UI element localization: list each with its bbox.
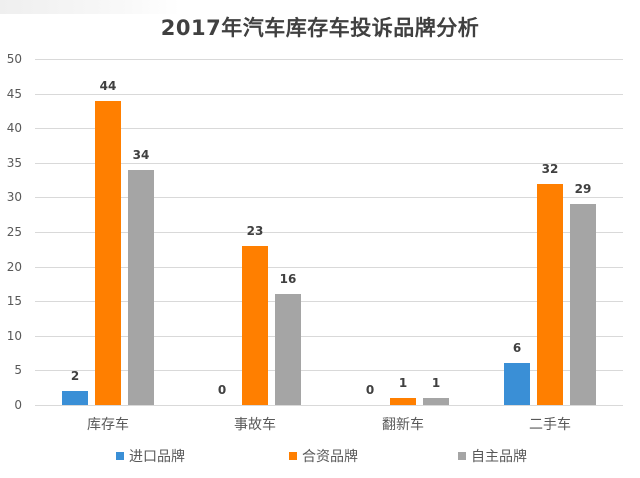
- legend-item: 自主品牌: [458, 446, 527, 466]
- category-label: 翻新车: [382, 417, 424, 433]
- gridline: [35, 163, 623, 164]
- gridline: [35, 336, 623, 337]
- bar-value-label: 29: [574, 182, 592, 196]
- y-tick-label: 45: [6, 87, 22, 101]
- y-tick-label: 30: [6, 190, 22, 204]
- y-tick-label: 35: [6, 156, 22, 170]
- bar-value-label: 23: [246, 224, 264, 238]
- y-tick-label: 50: [6, 52, 22, 66]
- bar: [95, 101, 121, 405]
- bar: [537, 184, 563, 405]
- legend-item: 进口品牌: [116, 446, 185, 466]
- bar-value-label: 1: [398, 376, 408, 390]
- bar-value-label: 32: [541, 162, 559, 176]
- category-label: 事故车: [234, 417, 276, 433]
- gridline: [35, 59, 623, 60]
- bar: [242, 246, 268, 405]
- bar: [128, 170, 154, 405]
- gridline: [35, 197, 623, 198]
- gridline: [35, 128, 623, 129]
- legend-item: 合资品牌: [289, 446, 358, 466]
- bar: [390, 398, 416, 405]
- gridline: [35, 405, 623, 406]
- legend-label: 进口品牌: [129, 449, 185, 465]
- bar: [62, 391, 88, 405]
- bar: [570, 204, 596, 405]
- category-label: 库存车: [87, 417, 129, 433]
- y-tick-label: 0: [14, 398, 22, 412]
- gridline: [35, 301, 623, 302]
- legend-label: 合资品牌: [302, 449, 358, 465]
- gridline: [35, 370, 623, 371]
- y-tick-label: 5: [14, 363, 22, 377]
- y-tick-label: 15: [6, 294, 22, 308]
- bar-value-label: 1: [431, 376, 441, 390]
- legend-swatch-icon: [289, 452, 297, 460]
- legend-label: 自主品牌: [471, 449, 527, 465]
- bar-value-label: 0: [217, 383, 227, 397]
- gridline: [35, 267, 623, 268]
- watermark: [0, 0, 180, 14]
- bar: [423, 398, 449, 405]
- bar-value-label: 2: [70, 369, 80, 383]
- bar-value-label: 16: [279, 272, 297, 286]
- category-label: 二手车: [529, 417, 571, 433]
- bar-value-label: 0: [365, 383, 375, 397]
- gridline: [35, 232, 623, 233]
- chart-title: 2017年汽车库存车投诉品牌分析: [160, 16, 480, 40]
- y-tick-label: 25: [6, 225, 22, 239]
- gridline: [35, 94, 623, 95]
- y-tick-label: 40: [6, 121, 22, 135]
- legend-swatch-icon: [116, 452, 124, 460]
- legend-swatch-icon: [458, 452, 466, 460]
- y-tick-label: 20: [6, 260, 22, 274]
- bar: [504, 363, 530, 405]
- bar-value-label: 44: [99, 79, 117, 93]
- bar-value-label: 34: [132, 148, 150, 162]
- bar-value-label: 6: [512, 341, 522, 355]
- y-tick-label: 10: [6, 329, 22, 343]
- bar: [275, 294, 301, 405]
